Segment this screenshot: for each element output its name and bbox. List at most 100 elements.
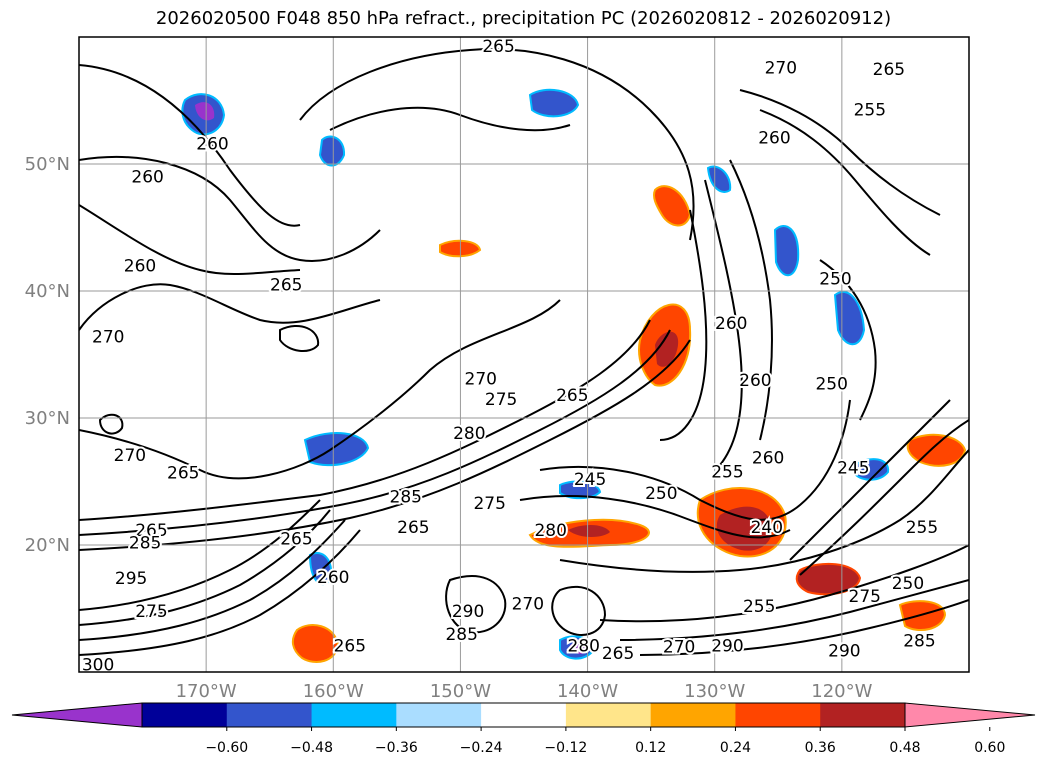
contour-label: 280 [534,521,566,541]
contour-label: 265 [482,37,514,57]
contour-label: 290 [828,641,860,661]
contour-line [519,495,791,539]
contour-label: 280 [453,424,485,444]
contour-label: 260 [752,448,784,468]
contour-label: 260 [715,314,747,334]
contour-label: 240 [751,518,783,538]
colorbar-swatch [311,703,397,727]
colorbar-tick-label: −0.48 [290,740,333,756]
map-frame [78,36,970,673]
contour-label: 265 [602,644,634,664]
precip-patch [195,102,215,121]
lon-tick-label: 170°W [176,681,237,702]
colorbar-swatch [226,703,313,727]
contour-line [704,179,743,466]
contour-label: 275 [849,587,881,607]
contour-label: 260 [739,371,771,391]
contour-line [79,319,651,521]
contour-label: 250 [815,375,847,395]
colorbar-tick-label: 0.36 [805,740,836,756]
precip-patch [706,165,732,193]
contour-label: 260 [131,168,163,188]
contour-line [739,89,941,216]
colorbar-swatch [396,703,482,727]
contour-label: 265 [135,521,167,541]
contour-label: 245 [574,470,606,490]
lon-tick-label: 140°W [557,681,618,702]
contour-label: 270 [512,594,544,614]
colorbar-swatch [820,703,906,727]
precip-patch [773,224,800,277]
colorbar-tick-label: −0.12 [544,740,587,756]
contour-line [551,585,607,636]
contour-line [79,64,301,227]
contour-line [79,529,361,656]
contour-line [79,283,381,331]
colorbar-tick-label: −0.60 [205,740,248,756]
latitude-labels: 20°N 30°N 40°N 50°N [25,154,70,556]
contour-label: 265 [334,636,366,656]
contour-label: 265 [270,276,302,296]
contour-line [619,579,969,641]
contour-line [79,339,691,551]
lat-tick-label: 50°N [25,154,70,175]
contour-label: 265 [167,464,199,484]
contour-label: 255 [743,597,775,617]
contour-label: 270 [114,446,146,466]
colorbar-tick-label: 0.48 [889,740,920,756]
contour-label: 265 [556,386,588,406]
gridlines [79,37,969,672]
contour-label: 260 [758,128,790,148]
contour-line [559,449,969,573]
contour-label: 250 [892,574,924,594]
precip-patch [655,331,679,367]
contour-line [639,599,969,656]
contour-label: 270 [92,328,124,348]
contour-lines [79,48,969,656]
lon-tick-label: 150°W [430,681,491,702]
contour-line [599,544,969,623]
precip-patch [528,88,580,118]
contour-label: 250 [645,484,677,504]
contour-label: 265 [280,530,312,550]
colorbar-swatch [481,703,567,727]
colorbar-tick-label: 0.24 [720,740,751,756]
contour-label: 270 [465,370,497,390]
contour-label: 280 [568,636,600,656]
contour-label: 260 [317,568,349,588]
contour-line [279,325,320,352]
contour-label: 260 [124,257,156,277]
precip-patches [181,88,967,663]
contour-label: 255 [711,462,743,482]
lat-tick-label: 20°N [25,535,70,556]
precip-patch [854,458,890,481]
contour-label: 255 [854,100,886,120]
contour-label: 250 [819,269,851,289]
contour-label: 275 [135,602,167,622]
contour-line [729,159,773,441]
colorbar-swatch [142,703,228,727]
colorbar-frame [141,702,906,728]
colorbar-tick-label: −0.36 [375,740,418,756]
chart-title: 2026020500 F048 850 hPa refract., precip… [155,8,892,29]
precip-patch [318,135,346,167]
colorbar-tick-label: −0.24 [460,740,503,756]
contour-label: 300 [82,655,114,675]
contour-line [789,399,951,561]
colorbar-tick-label: 0.60 [974,740,1005,756]
contour-line [299,48,695,241]
contour-label: 270 [663,638,695,658]
colorbar-swatch [650,703,736,727]
contour-label: 285 [129,533,161,553]
contour-line [659,209,708,441]
lat-tick-label: 30°N [25,408,70,429]
contour-label: 285 [390,488,422,508]
contour-line [79,519,346,641]
contour-label: 275 [473,494,505,514]
colorbar-extend-low [11,702,143,728]
contour-line [79,299,561,480]
contour-line [98,413,124,435]
contour-line [79,204,301,276]
contour-label: 290 [452,602,484,622]
